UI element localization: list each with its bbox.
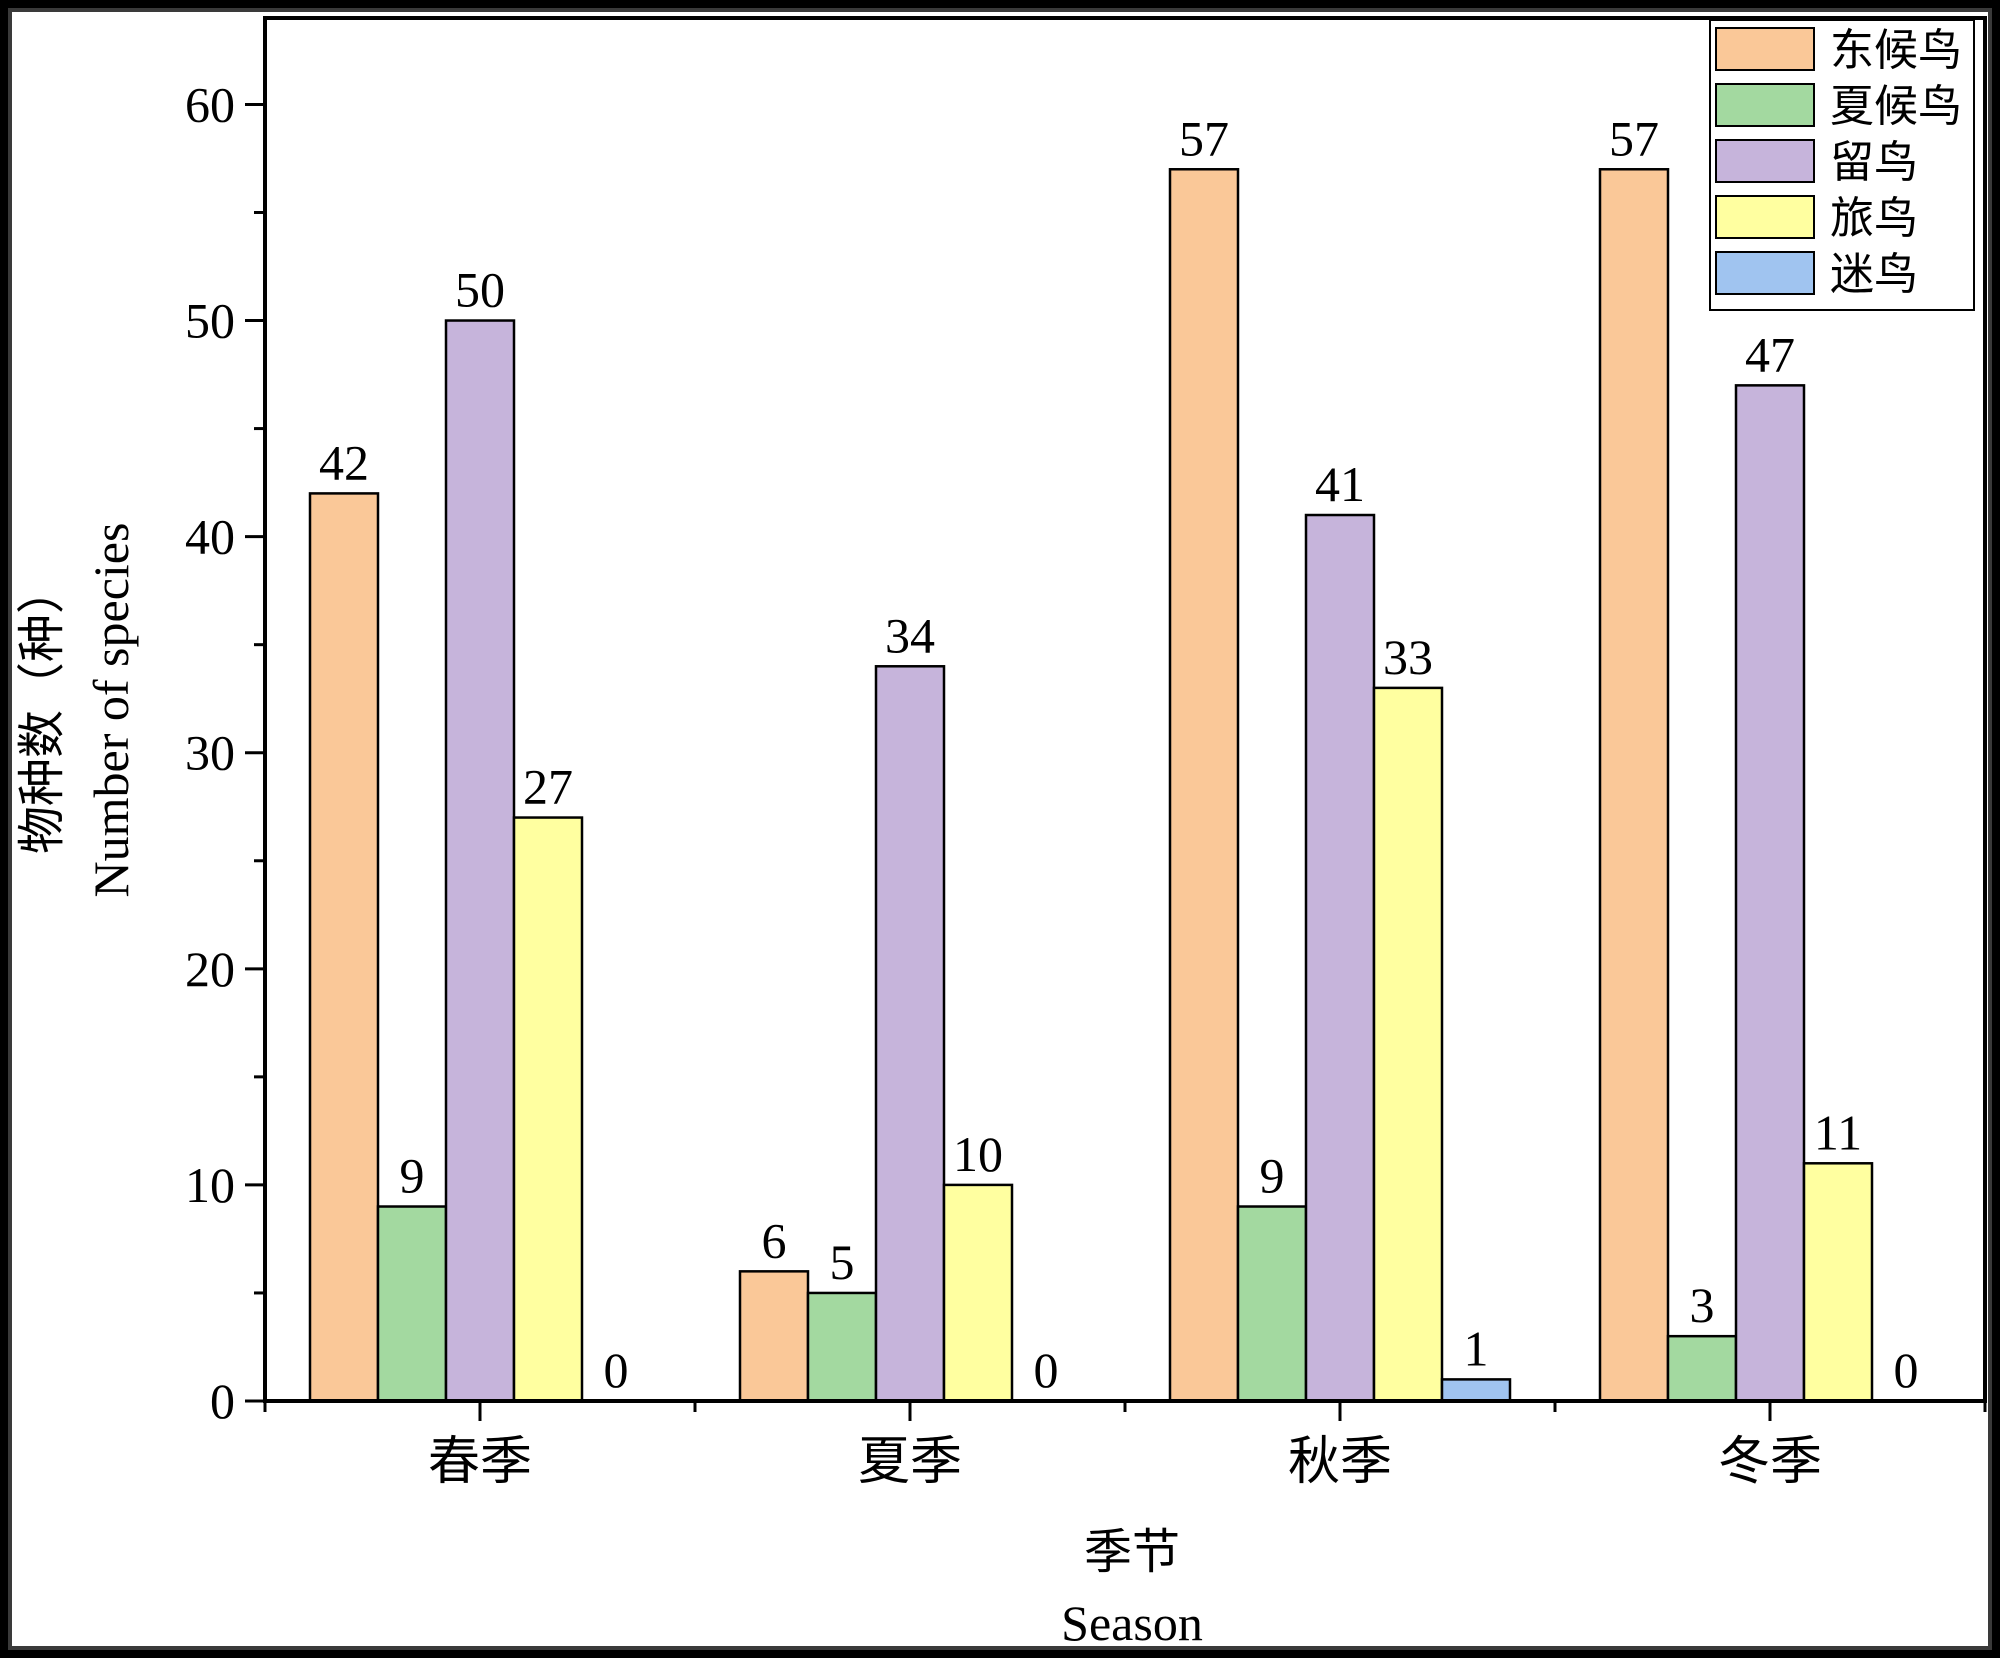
- data-label: 57: [1179, 110, 1229, 166]
- data-label: 42: [319, 434, 369, 490]
- bar: [738, 1270, 810, 1403]
- bar: [1372, 686, 1444, 1403]
- data-labels-group: 42 9 50 27 0 6 5 34 10 0 57 9 41 33 1 57 3 47 11 0: [319, 110, 1919, 1398]
- x-tick-label: 夏季: [858, 1432, 962, 1492]
- x-tick-label: 春季: [428, 1432, 532, 1492]
- y-tick-label: 50: [185, 293, 235, 349]
- data-label: 9: [1260, 1148, 1285, 1204]
- bar: [942, 1183, 1014, 1403]
- data-label: 9: [400, 1148, 425, 1204]
- data-label: 6: [762, 1212, 787, 1268]
- data-label: 33: [1383, 629, 1433, 685]
- legend-swatch: [1715, 251, 1815, 295]
- y-axis-title-zh: 物种数（种）: [14, 566, 70, 854]
- y-axis-title: 物种数（种） Number of species: [14, 523, 139, 898]
- data-label: 1: [1464, 1320, 1489, 1376]
- data-label: 41: [1315, 456, 1365, 512]
- data-label: 34: [885, 607, 935, 663]
- data-label: 0: [604, 1342, 629, 1398]
- data-label: 27: [523, 759, 573, 815]
- data-label: 50: [455, 262, 505, 318]
- y-tick-label: 0: [210, 1373, 235, 1429]
- y-tick-label: 10: [185, 1157, 235, 1213]
- bar: [1734, 384, 1806, 1403]
- x-axis-title-en: Season: [1061, 1595, 1203, 1651]
- x-tick-label: 冬季: [1718, 1432, 1822, 1492]
- data-label: 5: [830, 1234, 855, 1290]
- bar: [1236, 1205, 1308, 1403]
- y-tick-label: 40: [185, 509, 235, 565]
- bar: [444, 319, 516, 1403]
- legend-label: 旅鸟: [1830, 193, 1918, 244]
- y-tick-label: 20: [185, 941, 235, 997]
- x-axis-title-zh: 季节: [1084, 1524, 1180, 1580]
- legend-swatch: [1715, 139, 1815, 183]
- legend-label: 留鸟: [1830, 137, 1918, 188]
- legend-swatch: [1715, 27, 1815, 71]
- data-label: 10: [953, 1126, 1003, 1182]
- data-label: 0: [1894, 1342, 1919, 1398]
- bar: [1598, 168, 1670, 1403]
- bar: [1304, 513, 1376, 1403]
- y-tick-label: 30: [185, 725, 235, 781]
- x-axis-title: 季节 Season: [1061, 1524, 1203, 1651]
- y-axis-title-en: Number of species: [83, 523, 139, 898]
- bar: [512, 816, 584, 1403]
- legend-swatch: [1715, 195, 1815, 239]
- bar: [1666, 1334, 1738, 1403]
- data-label: 11: [1814, 1104, 1862, 1160]
- bar: [806, 1291, 878, 1403]
- data-label: 47: [1745, 326, 1795, 382]
- bar: [308, 492, 380, 1403]
- legend-label: 东候鸟: [1830, 25, 1962, 76]
- data-label: 3: [1690, 1277, 1715, 1333]
- y-axis: 0 10 20 30 40 50 60: [185, 18, 267, 1429]
- data-label: 0: [1034, 1342, 1059, 1398]
- legend-label: 迷鸟: [1830, 249, 1918, 300]
- bar: [1168, 168, 1240, 1403]
- bar: [376, 1205, 448, 1403]
- legend-swatch: [1715, 83, 1815, 127]
- data-label: 57: [1609, 110, 1659, 166]
- bar: [874, 665, 946, 1403]
- legend-label: 夏候鸟: [1830, 81, 1962, 132]
- y-tick-label: 60: [185, 76, 235, 132]
- bar: [1440, 1378, 1512, 1403]
- x-tick-label: 秋季: [1288, 1432, 1392, 1492]
- bar: [1802, 1162, 1874, 1403]
- x-axis: 春季 夏季 秋季 冬季: [263, 1399, 1987, 1492]
